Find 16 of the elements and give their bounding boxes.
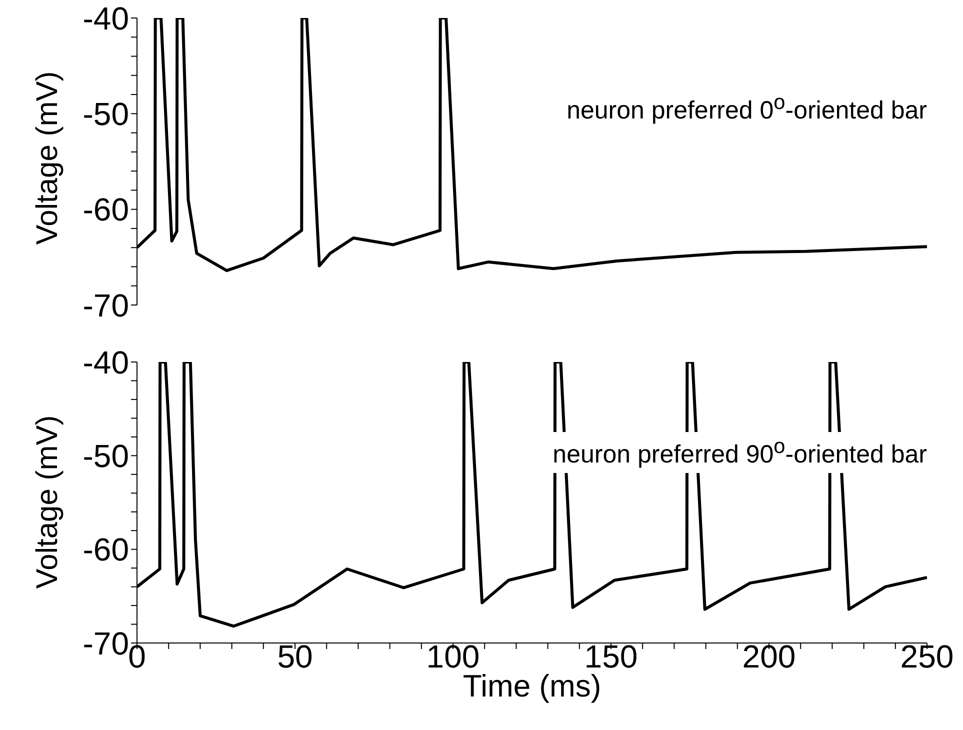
x-tick-label: 250 bbox=[900, 638, 954, 675]
y-tick-label: -40 bbox=[82, 0, 129, 36]
annotation: neuron preferred 0$^{o}$-oriented bar bbox=[564, 88, 929, 129]
y-axis-title: Voltage (mV) bbox=[31, 415, 64, 589]
annotation: neuron preferred 90$^{o}$-oriented bar bbox=[550, 432, 929, 473]
y-tick-label: -70 bbox=[82, 625, 129, 662]
x-tick-label: 0 bbox=[128, 638, 146, 675]
y-tick-label: -60 bbox=[82, 532, 129, 568]
x-tick-label: 50 bbox=[277, 638, 313, 675]
y-tick-label: -50 bbox=[82, 438, 129, 474]
x-tick-label: 200 bbox=[742, 638, 796, 675]
y-tick-label: -60 bbox=[82, 192, 129, 228]
y-tick-label: -70 bbox=[82, 287, 129, 324]
y-axis-title: Voltage (mV) bbox=[31, 71, 64, 245]
y-tick-label: -50 bbox=[82, 96, 129, 132]
y-tick-label: -40 bbox=[82, 344, 129, 380]
